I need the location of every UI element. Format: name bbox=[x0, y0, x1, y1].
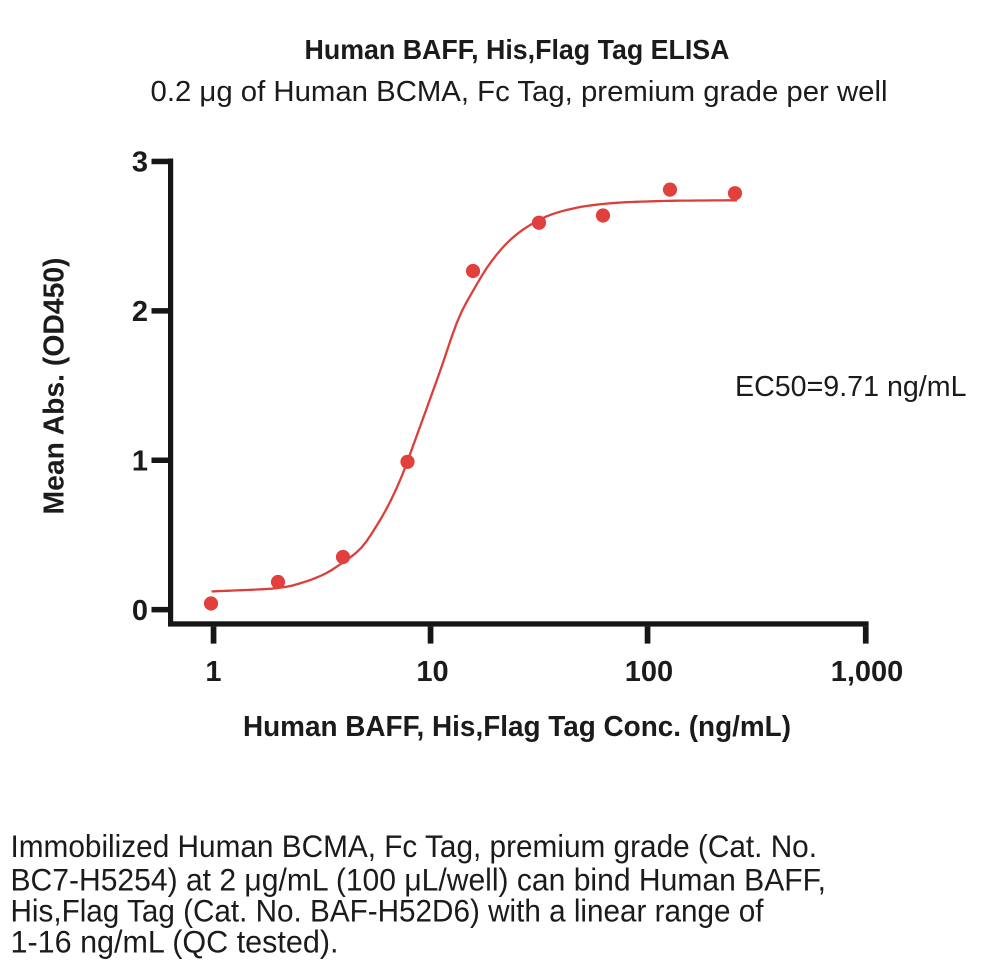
svg-text:EC50=9.71 ng/mL: EC50=9.71 ng/mL bbox=[735, 371, 967, 403]
svg-text:3: 3 bbox=[132, 147, 148, 179]
svg-text:Immobilized Human BCMA, Fc Tag: Immobilized Human BCMA, Fc Tag, premium … bbox=[11, 828, 818, 864]
svg-text:Human BAFF, His,Flag Tag Conc.: Human BAFF, His,Flag Tag Conc. (ng/mL) bbox=[243, 711, 791, 743]
svg-text:His,Flag Tag (Cat. No. BAF-H52: His,Flag Tag (Cat. No. BAF-H52D6) with a… bbox=[11, 893, 764, 929]
svg-text:2: 2 bbox=[132, 296, 148, 328]
svg-text:0: 0 bbox=[132, 595, 148, 627]
svg-text:0.2 μg of Human BCMA, Fc Tag,: 0.2 μg of Human BCMA, Fc Tag, premium gr… bbox=[151, 76, 888, 108]
svg-text:100: 100 bbox=[625, 656, 673, 688]
svg-text:1-16 ng/mL (QC tested).: 1-16 ng/mL (QC tested). bbox=[11, 924, 339, 960]
svg-text:BC7-H5254) at 2 μg/mL (100 μL/: BC7-H5254) at 2 μg/mL (100 μL/well) can … bbox=[11, 862, 827, 898]
svg-text:1: 1 bbox=[205, 656, 221, 688]
svg-text:1,000: 1,000 bbox=[831, 656, 904, 688]
svg-text:Human BAFF, His,Flag Tag ELISA: Human BAFF, His,Flag Tag ELISA bbox=[305, 34, 730, 65]
svg-text:Mean Abs. (OD450): Mean Abs. (OD450) bbox=[39, 258, 71, 515]
svg-text:1: 1 bbox=[132, 445, 148, 477]
svg-text:10: 10 bbox=[416, 656, 448, 688]
